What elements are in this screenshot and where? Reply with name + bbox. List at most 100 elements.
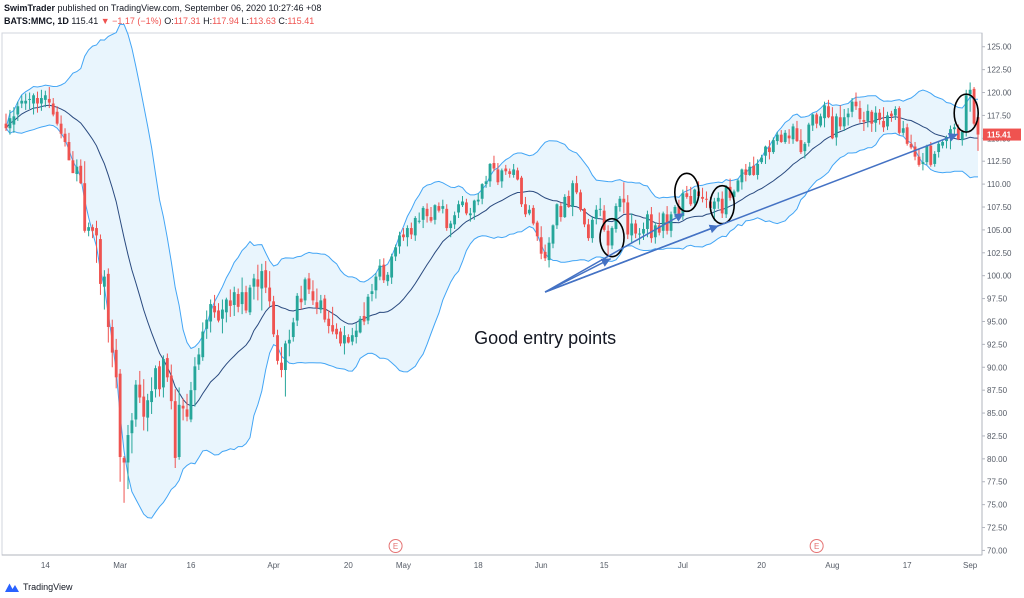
candle-body <box>555 204 559 226</box>
x-tick-label: 15 <box>600 561 609 570</box>
candle-body <box>842 117 846 127</box>
candle-body <box>484 181 488 185</box>
y-tick-label: 107.50 <box>987 203 1012 212</box>
candle-body <box>673 207 677 214</box>
candle <box>449 220 453 238</box>
earnings-marker[interactable]: E <box>388 539 403 553</box>
candle <box>775 131 779 145</box>
candle <box>496 163 500 186</box>
footer-brand[interactable]: TradingView <box>23 582 73 592</box>
candle <box>87 222 91 237</box>
lower-band-line <box>5 124 978 519</box>
candle <box>417 212 421 224</box>
candle <box>472 199 476 220</box>
candle <box>272 295 276 338</box>
candle-body <box>630 223 634 236</box>
y-tick-label: 80.00 <box>987 455 1008 464</box>
candle <box>760 154 763 164</box>
earnings-marker[interactable]: E <box>809 539 824 553</box>
candle <box>83 161 87 233</box>
candle-body <box>169 375 173 402</box>
candle <box>500 168 504 188</box>
tradingview-logo-icon[interactable] <box>4 581 20 593</box>
x-tick-label: Jul <box>678 561 688 570</box>
candle-body <box>819 116 823 126</box>
candle <box>280 347 283 378</box>
candle <box>960 130 964 146</box>
candle <box>307 272 311 294</box>
candle-body <box>870 111 874 124</box>
candle <box>516 167 519 181</box>
candle-body <box>752 165 756 175</box>
candle-body <box>512 169 516 175</box>
candle <box>803 141 807 159</box>
candle <box>193 357 197 407</box>
candle-body <box>378 265 382 277</box>
candle-body <box>12 116 16 125</box>
candle <box>40 89 43 111</box>
x-tick-label: Jun <box>535 561 548 570</box>
candle <box>925 144 929 165</box>
candle <box>771 137 775 154</box>
candle-body <box>964 95 968 132</box>
candle <box>933 151 937 167</box>
candle-body <box>830 116 834 139</box>
candle-body <box>449 223 453 229</box>
candle-body <box>193 366 197 391</box>
candle <box>854 92 858 110</box>
candle-body <box>457 204 460 213</box>
candle-body <box>51 103 55 115</box>
candle <box>606 225 610 257</box>
candle <box>893 106 897 120</box>
candle <box>386 272 390 286</box>
annotation-label: Good entry points <box>474 328 616 348</box>
candle <box>110 319 114 368</box>
candle-body <box>461 201 464 206</box>
candle-body <box>472 200 476 213</box>
candle-body <box>445 208 449 229</box>
candle-body <box>413 217 417 236</box>
x-tick-label: 20 <box>757 561 766 570</box>
y-tick-label: 77.50 <box>987 478 1008 487</box>
y-tick-label: 122.50 <box>987 66 1012 75</box>
candle-body <box>559 206 563 218</box>
upper-band-line <box>5 23 979 350</box>
candle-body <box>693 189 697 204</box>
candle-body <box>728 186 732 198</box>
candle-body <box>882 120 885 128</box>
candle-body <box>850 101 854 112</box>
candle-body <box>775 134 779 142</box>
entry-point-arrow <box>544 212 685 293</box>
candle <box>547 237 551 268</box>
candle <box>819 113 823 128</box>
candle <box>937 141 941 158</box>
candle-body <box>760 157 763 163</box>
candle-body <box>968 89 972 95</box>
candle-body <box>158 366 161 390</box>
candle <box>433 204 437 225</box>
candle-body <box>551 225 555 244</box>
candle <box>972 87 976 126</box>
publish-info: published on TradingView.com, September … <box>57 3 322 13</box>
candle-body <box>154 368 157 390</box>
candle-body <box>71 160 75 174</box>
candle-body <box>429 217 433 221</box>
candle-body <box>937 143 941 153</box>
candle <box>579 189 582 212</box>
candle-body <box>815 114 819 124</box>
candle <box>740 168 744 190</box>
candle <box>567 190 571 208</box>
candle-body <box>500 170 504 182</box>
author-name[interactable]: SwimTrader <box>4 3 56 13</box>
x-tick-label: 17 <box>903 561 912 570</box>
candle <box>228 289 232 317</box>
band-fill <box>6 24 978 519</box>
candle-body <box>323 298 327 320</box>
candle <box>445 204 449 231</box>
candle <box>91 224 94 239</box>
candle-body <box>370 291 374 294</box>
candle <box>236 288 240 313</box>
candle-body <box>209 304 213 322</box>
candle <box>909 134 913 150</box>
